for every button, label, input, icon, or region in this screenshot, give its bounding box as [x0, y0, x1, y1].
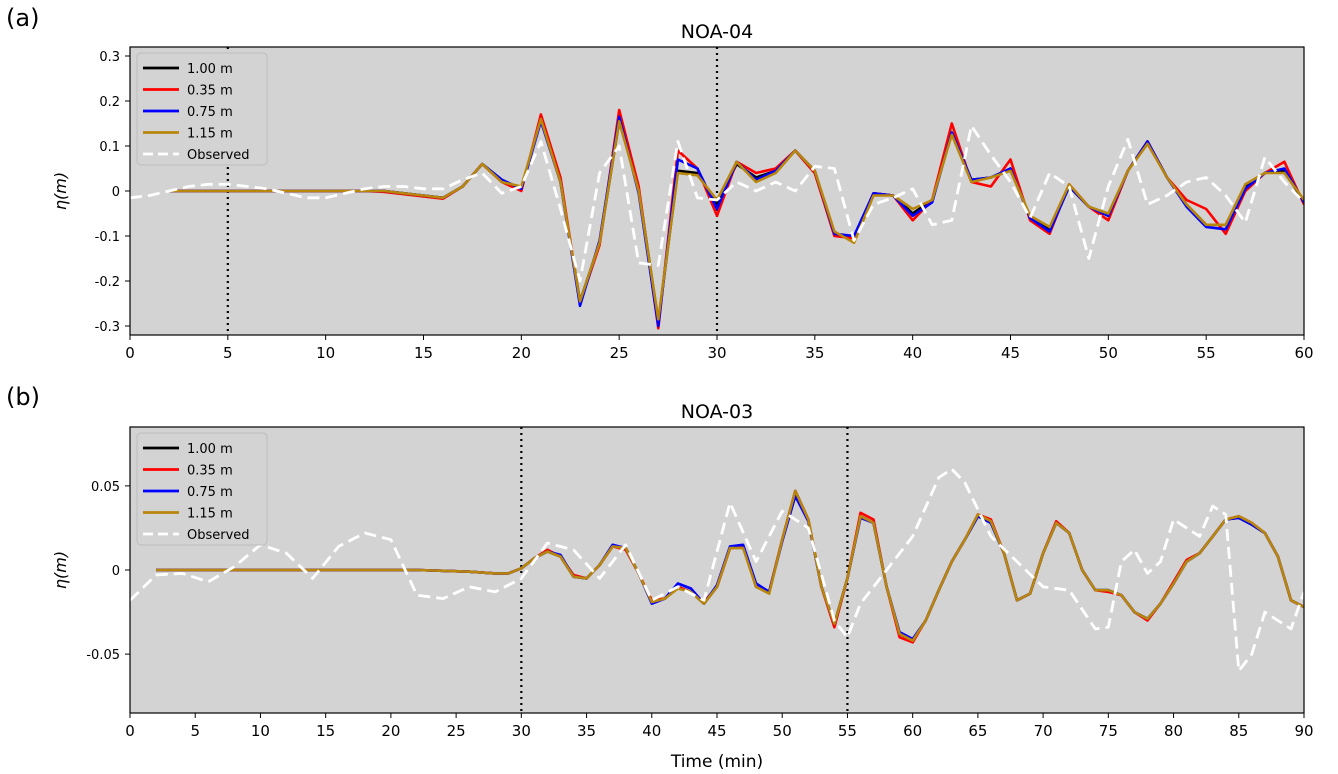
chart-noa-03: NOA-03 0 5 10 15 20 25 30 35 40 45 50 55 60 65 70 75 80 85…: [51, 401, 1314, 772]
legend-label: 1.15 m: [187, 507, 233, 522]
legend-label: 1.00 m: [187, 62, 233, 77]
legend-label: 1.15 m: [187, 127, 233, 142]
panel-label-b: (b): [6, 383, 40, 411]
x-tick-label: 85: [1229, 722, 1248, 740]
y-axis-label: η(m): [51, 172, 70, 210]
x-tick-label: 55: [1197, 344, 1216, 362]
x-tick-label: 60: [1294, 344, 1313, 362]
x-tick-label: 25: [447, 722, 466, 740]
series-line-115m: [169, 117, 1304, 321]
x-tick-label: 50: [773, 722, 792, 740]
legend-box: [136, 52, 268, 166]
x-tick-label: 0: [125, 344, 135, 362]
x-tick-label: 0: [125, 722, 135, 740]
x-tick-label: 30: [512, 722, 531, 740]
x-axis-label: Time (min): [670, 752, 763, 772]
x-tick-label: 15: [414, 344, 433, 362]
x-tick-label: 20: [512, 344, 531, 362]
x-tick-label: 45: [707, 722, 726, 740]
y-tick-label: 0.2: [99, 95, 120, 110]
legend: 1.00 m 0.35 m 0.75 m 1.15 m Observed: [136, 432, 268, 546]
y-tick-label: 0.05: [91, 480, 120, 495]
series-line-observed: [130, 467, 1304, 673]
series-line-observed: [130, 124, 1304, 283]
x-tick-label: 40: [903, 344, 922, 362]
x-tick-label: 25: [610, 344, 629, 362]
x-tick-label: 20: [381, 722, 400, 740]
legend-label: 0.75 m: [187, 105, 233, 120]
series-line-115m: [156, 489, 1304, 643]
x-tick-label: 10: [316, 344, 335, 362]
x-tick-label: 80: [1164, 722, 1183, 740]
x-tick-label: 35: [805, 344, 824, 362]
y-tick-label: -0.3: [95, 320, 120, 335]
legend-label: Observed: [187, 148, 250, 163]
chart-title: NOA-03: [681, 401, 753, 423]
x-tick-label: 45: [1001, 344, 1020, 362]
panel-label-a: (a): [6, 4, 39, 32]
x-tick-label: 40: [642, 722, 661, 740]
legend: 1.00 m 0.35 m 0.75 m 1.15 m Observed: [136, 52, 268, 166]
y-tick-label: 0.1: [99, 140, 120, 155]
x-tick-label: 50: [1099, 344, 1118, 362]
legend-box: [136, 432, 268, 546]
x-tick-label: 65: [968, 722, 987, 740]
x-tick-label: 55: [838, 722, 857, 740]
series-lines: [130, 467, 1304, 673]
chart-noa-04: NOA-04 0 5 10 15 20 25 30 35 40 45 50 55 60 -0.3 -0.2 -0…: [51, 21, 1314, 362]
x-tick-label: 5: [190, 722, 200, 740]
y-tick-label: 0: [112, 185, 120, 200]
x-tick-label: 30: [707, 344, 726, 362]
y-axis-label: η(m): [51, 551, 70, 589]
legend-label: 0.35 m: [187, 464, 233, 479]
x-tick-label: 10: [251, 722, 270, 740]
y-tick-label: -0.1: [95, 230, 120, 245]
y-tick-label: 0.3: [99, 50, 120, 65]
x-tick-label: 70: [1034, 722, 1053, 740]
x-tick-label: 5: [223, 344, 233, 362]
x-tick-label: 75: [1099, 722, 1118, 740]
y-tick-label: 0: [112, 564, 120, 579]
series-lines: [130, 108, 1304, 330]
y-tick-label: -0.2: [95, 275, 120, 290]
x-tick-label: 90: [1294, 722, 1313, 740]
y-tick-label: -0.05: [86, 648, 120, 663]
legend-label: Observed: [187, 528, 250, 543]
chart-title: NOA-04: [681, 21, 753, 43]
x-tick-label: 35: [577, 722, 596, 740]
x-tick-label: 60: [903, 722, 922, 740]
legend-label: 0.75 m: [187, 485, 233, 500]
x-tick-label: 15: [316, 722, 335, 740]
legend-label: 0.35 m: [187, 84, 233, 99]
legend-label: 1.00 m: [187, 442, 233, 457]
